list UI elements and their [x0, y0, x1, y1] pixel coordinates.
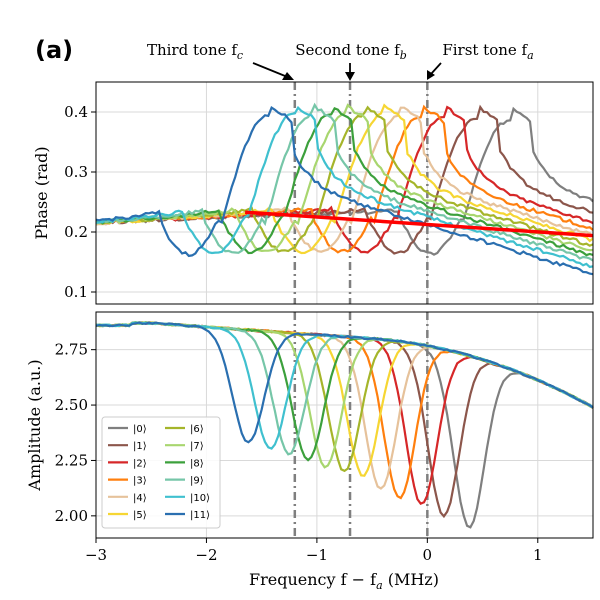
phase-ylabel: Phase (rad): [32, 146, 51, 239]
phase-series-line-6: [95, 105, 594, 253]
amplitude-ytick-label-0: 2.00: [55, 507, 88, 525]
phase-series-line-1: [95, 104, 594, 255]
legend-label-8: |8⟩: [190, 458, 204, 469]
legend: |0⟩ |1⟩ |2⟩ |3⟩ |4⟩ |5⟩ |6⟩ |7⟩ |8⟩ |9⟩ |10⟩ |11⟩: [101, 416, 221, 529]
x-axis-label-main: Frequency f − f: [249, 570, 377, 589]
annotation-third-tone: Third tone fc: [147, 41, 243, 62]
annotation-second-tone: Second tone fb: [295, 41, 407, 62]
annotations: Third tone fc Second tone fb First tone …: [147, 41, 534, 81]
annotation-second-text: Second tone f: [295, 41, 401, 59]
phase-ytick-label-3: 0.4: [64, 103, 88, 121]
legend-label-0: |0⟩: [133, 424, 147, 435]
x-axis-label-sub: a: [376, 579, 383, 592]
legend-label-6: |6⟩: [190, 424, 204, 435]
phase-ytick-label-2: 0.3: [64, 163, 88, 181]
phase-fit-line-segment: [244, 210, 594, 238]
legend-label-2: |2⟩: [133, 458, 147, 469]
arrow-first-tone: [430, 62, 442, 75]
amplitude-y-ticks: 2.00 2.25 2.50 2.75: [55, 341, 96, 525]
annotation-first-text: First tone f: [442, 41, 528, 59]
legend-label-11: |11⟩: [190, 510, 210, 521]
amplitude-axes-frame: [95, 311, 594, 539]
phase-fit-line: [244, 210, 594, 238]
legend-label-7: |7⟩: [190, 441, 204, 452]
legend-label-3: |3⟩: [133, 476, 147, 487]
phase-ytick-label-1: 0.2: [64, 223, 88, 241]
phase-series-line-10: [95, 105, 594, 269]
xtick-label-3: 0: [423, 546, 433, 564]
amplitude-ytick-label-3: 2.75: [55, 341, 88, 359]
amplitude-panel: 2.00 2.25 2.50 2.75 −3 −2 −1 0 1 Amplitude (a.u…: [25, 311, 594, 592]
annotation-first-tone: First tone fa: [442, 41, 533, 62]
x-axis-label: Frequency f − fa (MHz): [249, 570, 439, 592]
amplitude-ytick-label-2: 2.50: [55, 396, 88, 414]
annotation-first-sub: a: [527, 49, 534, 62]
amplitude-series-line-11: [95, 321, 594, 444]
xtick-label-1: −2: [195, 546, 217, 564]
arrowhead-second-tone: [345, 72, 355, 81]
phase-panel: 0.1 0.2 0.3 0.4 Phase (rad): [32, 81, 594, 305]
arrow-third-tone: [252, 62, 291, 79]
phase-ytick-label-0: 0.1: [64, 283, 88, 301]
xtick-label-0: −3: [85, 546, 107, 564]
x-axis-label-unit: (MHz): [383, 570, 439, 589]
annotation-third-sub: c: [237, 49, 243, 62]
annotation-third-text: Third tone f: [147, 41, 238, 59]
phase-y-ticks: 0.1 0.2 0.3 0.4: [64, 103, 96, 301]
arrowhead-first-tone: [427, 70, 435, 80]
xtick-label-4: 1: [533, 546, 543, 564]
phase-series-line-8: [95, 107, 594, 257]
legend-label-5: |5⟩: [133, 510, 147, 521]
legend-label-9: |9⟩: [190, 476, 204, 487]
phase-series-line-11: [95, 106, 594, 276]
xtick-label-2: −1: [306, 546, 328, 564]
legend-label-10: |10⟩: [190, 493, 210, 504]
phase-series-line-0: [95, 106, 594, 256]
amplitude-x-ticks: −3 −2 −1 0 1: [85, 538, 543, 564]
phase-grid: [95, 82, 593, 304]
phase-axes-frame: [95, 81, 594, 305]
legend-label-1: |1⟩: [133, 441, 147, 452]
panel-label: (a): [35, 36, 73, 64]
amplitude-ylabel: Amplitude (a.u.): [25, 359, 44, 491]
phase-series: [95, 102, 594, 276]
legend-label-4: |4⟩: [133, 493, 147, 504]
legend-box: [101, 416, 221, 529]
phase-series-line-9: [95, 102, 594, 262]
amplitude-series: [95, 321, 594, 529]
annotation-second-sub: b: [400, 49, 407, 62]
arrowhead-third-tone: [282, 72, 294, 80]
amplitude-ytick-label-1: 2.25: [55, 451, 88, 469]
